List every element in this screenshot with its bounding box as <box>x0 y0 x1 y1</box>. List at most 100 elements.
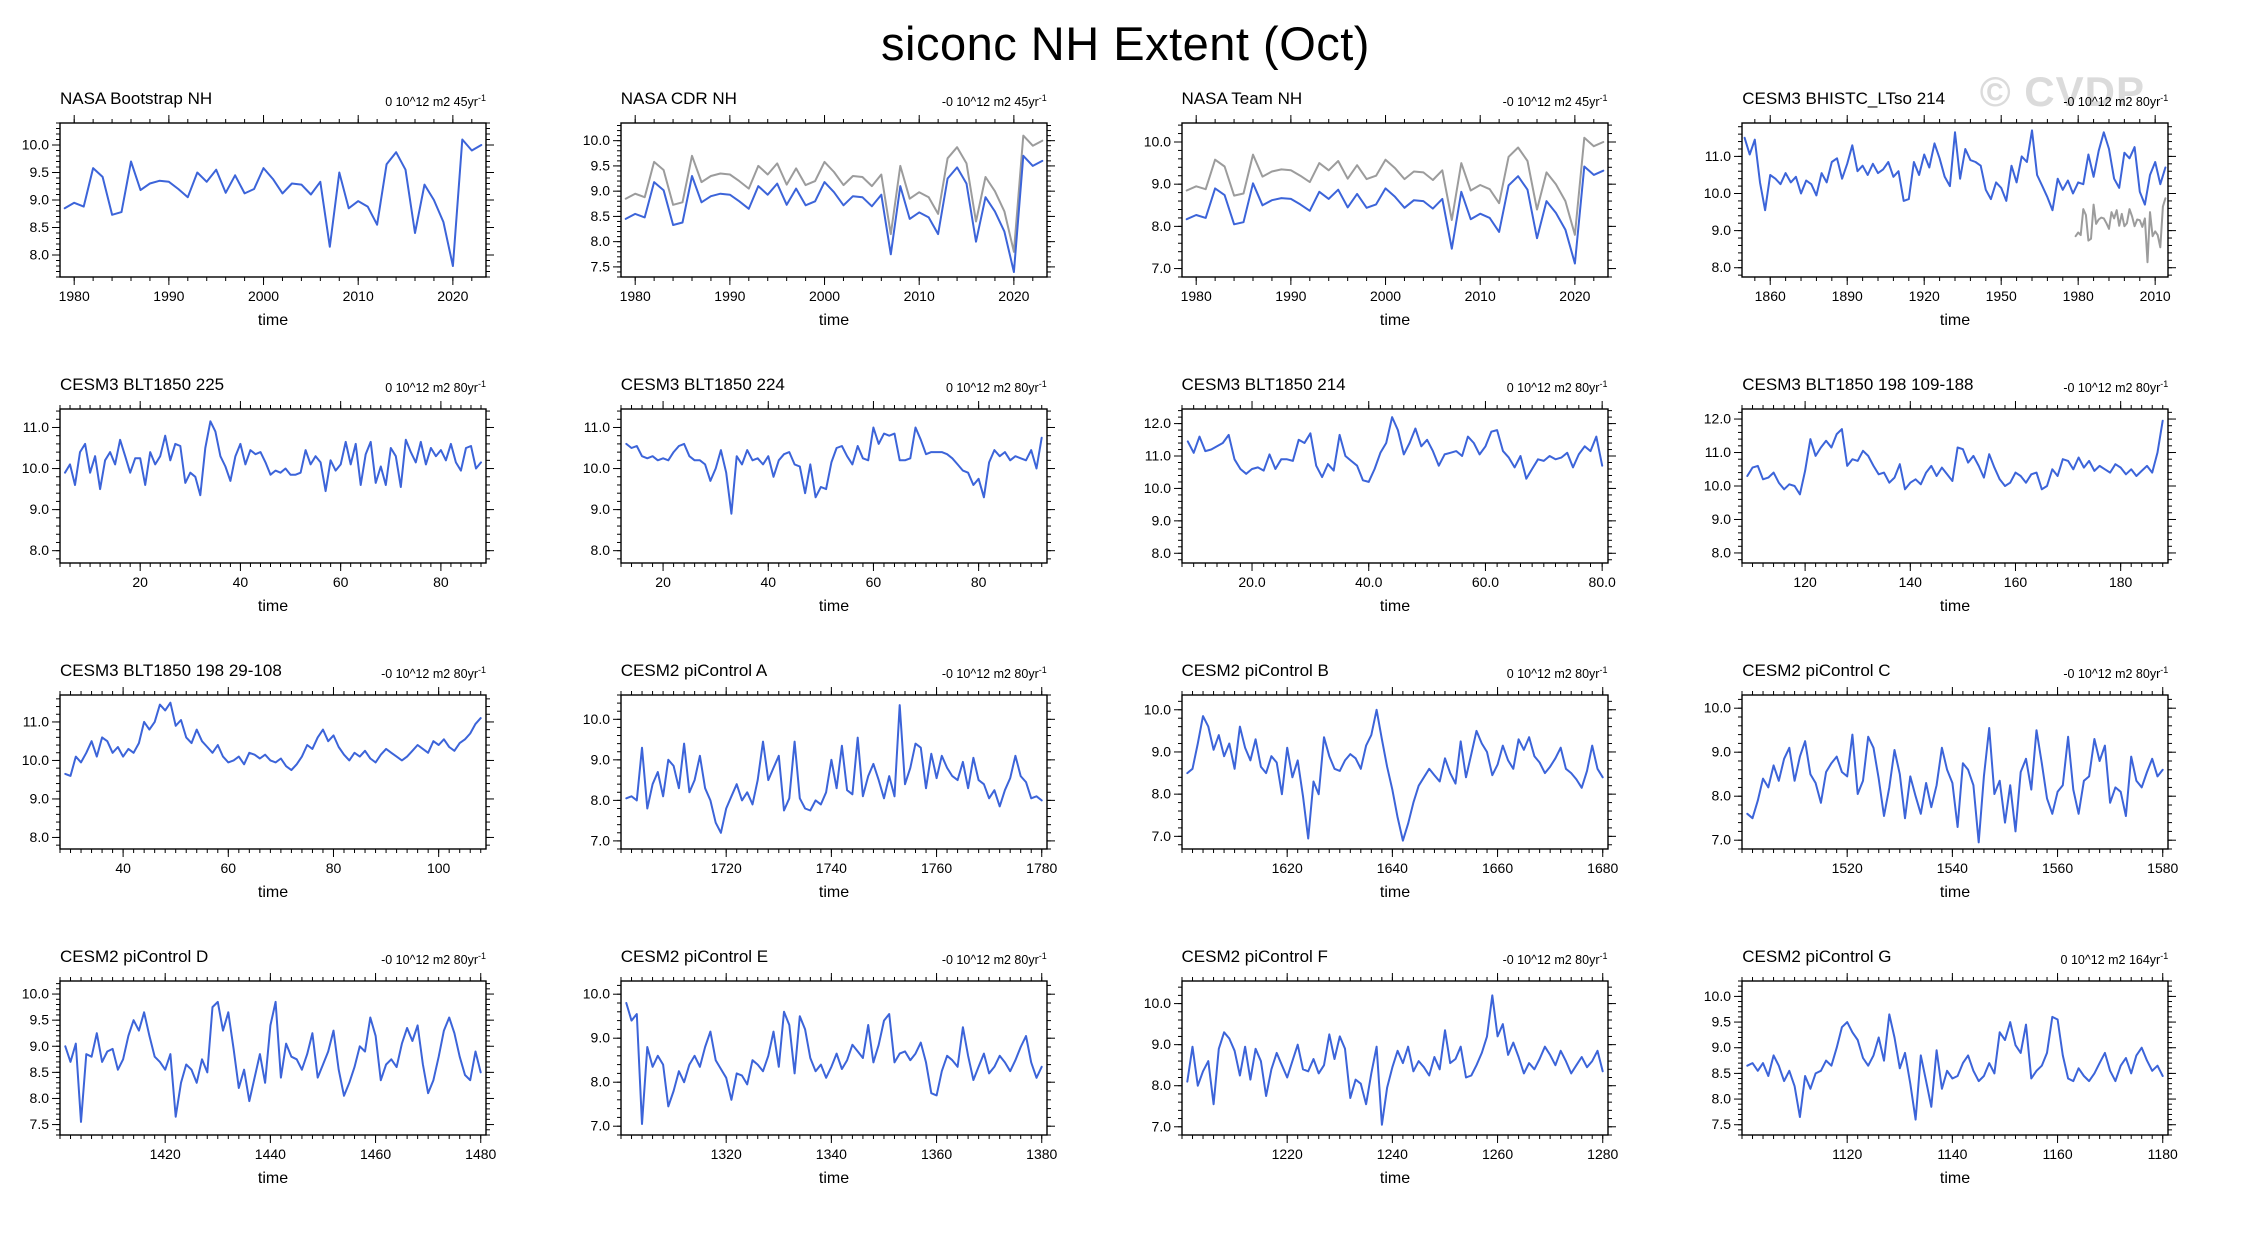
page-title: siconc NH Extent (Oct) <box>881 17 1370 70</box>
svg-text:9.0: 9.0 <box>1151 176 1171 192</box>
panel-title: NASA Bootstrap NH <box>60 89 213 108</box>
chart-panel: CESM2 piControl F -0 10^12 m2 80yr-1 122… <box>1128 933 1689 1219</box>
svg-text:80: 80 <box>971 574 987 590</box>
plot-canvas: 1980 1990 2000 2010 2020 7.5 8.0 8.5 9.0 9.5 10.0 t… <box>583 115 1055 329</box>
panel-trend-annotation: 0 10^12 m2 80yr-1 <box>1507 379 1608 395</box>
svg-text:8.0: 8.0 <box>30 542 50 558</box>
panel-trend-annotation: -0 10^12 m2 80yr-1 <box>942 951 1047 967</box>
svg-text:8.5: 8.5 <box>30 1064 50 1080</box>
svg-text:1280: 1280 <box>1587 1146 1618 1162</box>
trend-exponent: -1 <box>1038 92 1047 103</box>
svg-text:8.0: 8.0 <box>1712 1091 1732 1107</box>
svg-text:11.0: 11.0 <box>23 419 49 435</box>
chart-panel: CESM2 piControl C -0 10^12 m2 80yr-1 152… <box>1688 647 2249 933</box>
panel-header: CESM2 piControl D -0 10^12 m2 80yr-1 <box>60 945 486 967</box>
panel-trend-annotation: 0 10^12 m2 45yr-1 <box>385 93 486 109</box>
panel-title: NASA CDR NH <box>620 89 737 108</box>
svg-text:10.0: 10.0 <box>583 711 610 727</box>
svg-text:1990: 1990 <box>1275 288 1306 304</box>
svg-text:2000: 2000 <box>1369 288 1400 304</box>
svg-text:9.0: 9.0 <box>590 1030 610 1046</box>
panel-trend-annotation: -0 10^12 m2 45yr-1 <box>942 93 1047 109</box>
svg-text:60: 60 <box>221 860 237 876</box>
svg-text:time: time <box>1379 884 1409 901</box>
svg-text:10.0: 10.0 <box>22 460 49 476</box>
panel-header: CESM3 BLT1850 198 109-188 -0 10^12 m2 80… <box>1742 373 2168 395</box>
svg-text:2010: 2010 <box>2140 288 2171 304</box>
svg-text:1440: 1440 <box>255 1146 286 1162</box>
svg-text:8.0: 8.0 <box>1712 788 1732 804</box>
chart-panel: NASA Team NH -0 10^12 m2 45yr-1 1980 1990… <box>1128 75 1689 361</box>
svg-text:40: 40 <box>233 574 249 590</box>
svg-text:20.0: 20.0 <box>1238 574 1265 590</box>
svg-text:2020: 2020 <box>437 288 468 304</box>
svg-text:1520: 1520 <box>1832 860 1863 876</box>
trend-value: 0 10^12 m2 164yr <box>2060 953 2161 967</box>
svg-text:40: 40 <box>115 860 131 876</box>
chart-panel: NASA Bootstrap NH 0 10^12 m2 45yr-1 1980… <box>6 75 567 361</box>
svg-text:8.0: 8.0 <box>1151 218 1171 234</box>
svg-text:time: time <box>1940 1170 1970 1187</box>
panel-title: CESM3 BLT1850 224 <box>620 375 785 394</box>
trend-exponent: -1 <box>1599 92 1608 103</box>
svg-text:7.5: 7.5 <box>590 258 610 274</box>
panel-header: CESM2 piControl A -0 10^12 m2 80yr-1 <box>621 659 1047 681</box>
svg-text:11.0: 11.0 <box>23 713 49 729</box>
panel-header: CESM3 BLT1850 224 0 10^12 m2 80yr-1 <box>621 373 1047 395</box>
trend-value: -0 10^12 m2 80yr <box>2063 667 2161 681</box>
svg-text:9.0: 9.0 <box>590 751 610 767</box>
svg-text:1240: 1240 <box>1376 1146 1407 1162</box>
svg-text:time: time <box>1940 884 1970 901</box>
svg-text:11.0: 11.0 <box>1144 448 1170 464</box>
svg-text:20: 20 <box>132 574 148 590</box>
panel-header: CESM3 BHISTC_LTso 214 -0 10^12 m2 80yr-1 <box>1742 87 2168 109</box>
svg-text:9.0: 9.0 <box>1712 744 1732 760</box>
panel-title: CESM2 piControl F <box>1181 947 1328 966</box>
svg-text:2000: 2000 <box>809 288 840 304</box>
svg-text:1460: 1460 <box>360 1146 391 1162</box>
svg-text:1720: 1720 <box>710 860 741 876</box>
trend-exponent: -1 <box>477 664 486 675</box>
svg-text:11.0: 11.0 <box>584 419 610 435</box>
panel-header: CESM3 BLT1850 225 0 10^12 m2 80yr-1 <box>60 373 486 395</box>
trend-value: -0 10^12 m2 45yr <box>1502 95 1600 109</box>
plot-canvas: 1720 1740 1760 1780 7.0 8.0 9.0 10.0 time <box>583 687 1057 901</box>
trend-exponent: -1 <box>2160 950 2169 961</box>
svg-text:9.5: 9.5 <box>1712 1014 1732 1030</box>
svg-text:9.5: 9.5 <box>590 157 610 173</box>
svg-text:10.0: 10.0 <box>1143 133 1170 149</box>
svg-text:100: 100 <box>427 860 451 876</box>
svg-text:1660: 1660 <box>1481 860 1512 876</box>
svg-text:8.0: 8.0 <box>590 1074 610 1090</box>
svg-text:60: 60 <box>865 574 881 590</box>
svg-text:20: 20 <box>655 574 671 590</box>
trend-exponent: -1 <box>477 92 486 103</box>
svg-text:12.0: 12.0 <box>1704 411 1731 427</box>
svg-text:1320: 1320 <box>710 1146 741 1162</box>
trend-value: 0 10^12 m2 80yr <box>946 381 1039 395</box>
plot-canvas: 1320 1340 1360 1380 7.0 8.0 9.0 10.0 time <box>583 973 1057 1187</box>
svg-text:10.0: 10.0 <box>1143 995 1170 1011</box>
panel-header: CESM2 piControl G 0 10^12 m2 164yr-1 <box>1742 945 2168 967</box>
panel-header: NASA Bootstrap NH 0 10^12 m2 45yr-1 <box>60 87 486 109</box>
svg-text:9.5: 9.5 <box>30 164 50 180</box>
trend-value: -0 10^12 m2 80yr <box>381 667 478 681</box>
svg-text:7.0: 7.0 <box>590 1118 610 1134</box>
svg-text:2000: 2000 <box>248 288 279 304</box>
svg-text:1980: 1980 <box>59 288 90 304</box>
svg-text:10.0: 10.0 <box>22 137 49 153</box>
svg-text:time: time <box>258 884 288 901</box>
svg-text:10.0: 10.0 <box>1143 480 1170 496</box>
plot-canvas: 20 40 60 80 8.0 9.0 10.0 11.0 time <box>22 401 494 615</box>
svg-text:1780: 1780 <box>1026 860 1057 876</box>
trend-value: 0 10^12 m2 80yr <box>1506 381 1600 395</box>
svg-text:10.0: 10.0 <box>583 986 610 1002</box>
panel-trend-annotation: -0 10^12 m2 45yr-1 <box>1503 93 1608 109</box>
svg-text:1580: 1580 <box>2147 860 2178 876</box>
trend-value: -0 10^12 m2 45yr <box>941 95 1039 109</box>
svg-text:80: 80 <box>326 860 342 876</box>
svg-text:1950: 1950 <box>1986 288 2017 304</box>
svg-text:1990: 1990 <box>714 288 745 304</box>
panel-trend-annotation: -0 10^12 m2 80yr-1 <box>1503 951 1608 967</box>
svg-text:10.0: 10.0 <box>583 132 610 148</box>
